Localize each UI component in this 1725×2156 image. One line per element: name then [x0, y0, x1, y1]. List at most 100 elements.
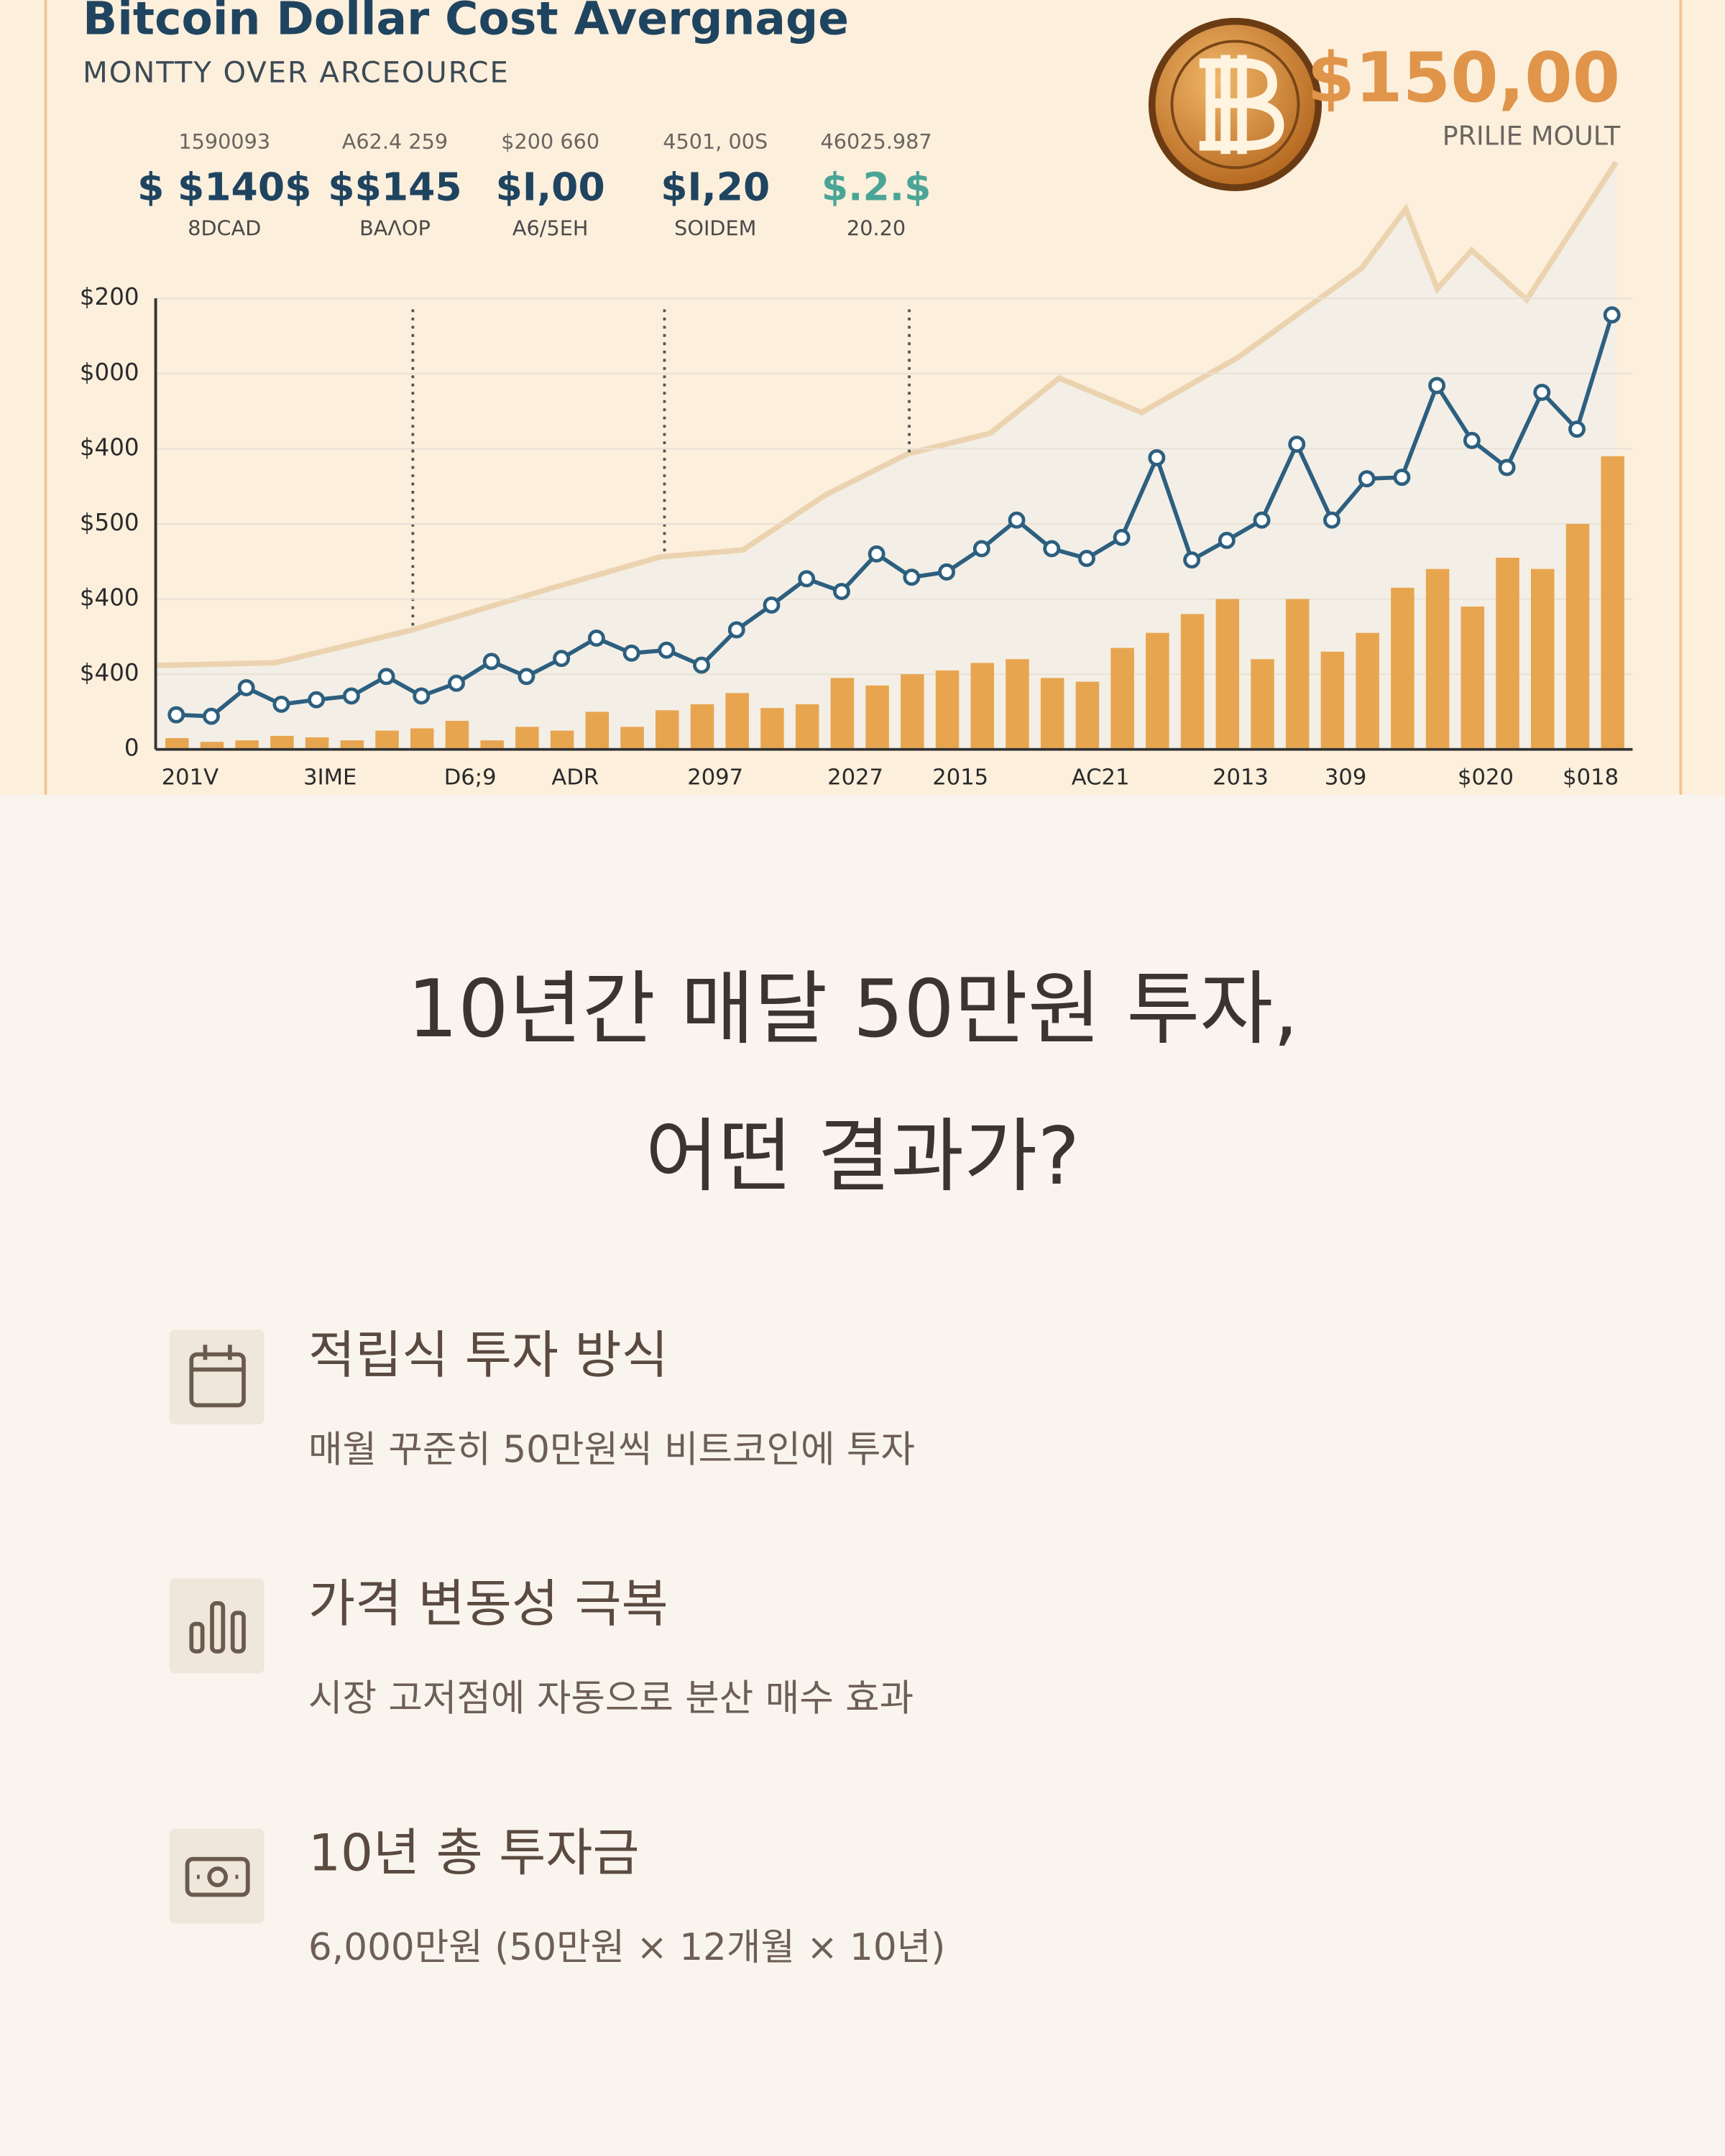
- line-point: [1183, 551, 1201, 569]
- x-tick-label: 2097: [687, 765, 743, 790]
- line-point: [1358, 470, 1376, 488]
- x-tick-label: D6;9: [444, 765, 497, 790]
- bar: [1356, 632, 1379, 750]
- line-point: [658, 641, 676, 659]
- hero-title: Bitcoin Dollar Cost Avergnage: [83, 0, 849, 45]
- stat-sub: SOIDEM: [674, 216, 756, 241]
- line-point: [377, 668, 395, 686]
- bar: [656, 710, 679, 750]
- item-title: 가격 변동성 극복: [308, 1574, 668, 1634]
- x-tick-label: 201V: [162, 765, 218, 790]
- line-point: [1218, 532, 1236, 549]
- bar: [760, 708, 784, 750]
- y-tick-label: $400: [80, 659, 139, 686]
- line-point: [727, 621, 745, 639]
- line-point: [938, 563, 956, 581]
- line-point: [1393, 469, 1411, 487]
- x-tick-label: 2013: [1213, 765, 1269, 790]
- line-point: [1428, 377, 1446, 395]
- item-description: 시장 고저점에 자동으로 분산 매수 효과: [308, 1677, 914, 1720]
- line-point: [693, 656, 711, 674]
- bar: [445, 720, 469, 750]
- bar: [550, 730, 574, 750]
- bar: [1460, 607, 1485, 750]
- x-tick-label: 2015: [932, 765, 988, 790]
- bar: [165, 738, 189, 750]
- line-point: [798, 570, 816, 588]
- line-point: [1008, 511, 1026, 529]
- stat-value: $$145: [328, 165, 461, 210]
- stat-value: $ $140$: [137, 165, 311, 210]
- x-tick-label: 309: [1325, 765, 1366, 790]
- icon-box: [169, 1828, 264, 1924]
- line-point: [1077, 550, 1095, 568]
- bar: [585, 711, 610, 750]
- x-tick-label: $020: [1458, 765, 1514, 790]
- area-background: [155, 162, 1616, 750]
- x-tick-label: AC21: [1072, 765, 1130, 790]
- bar: [1040, 678, 1064, 750]
- bar: [1425, 568, 1450, 750]
- x-tick-label: ADR: [551, 765, 599, 790]
- icon-box: [169, 1578, 264, 1674]
- bar: [515, 727, 539, 750]
- line-point: [763, 596, 781, 614]
- line-point: [1148, 448, 1166, 466]
- bar: [865, 685, 889, 750]
- item-title: 10년 총 투자금: [308, 1823, 640, 1882]
- line-point: [342, 687, 360, 705]
- stat-top: $200 660: [501, 129, 599, 154]
- calendar-icon: [189, 1345, 246, 1408]
- bar: [1496, 558, 1519, 750]
- stat-sub: A6/5EH: [512, 216, 588, 241]
- bar: [375, 730, 399, 750]
- line-point: [587, 629, 605, 647]
- chart-icon: [189, 1600, 246, 1654]
- line-point: [413, 687, 431, 705]
- line-point: [1323, 511, 1340, 529]
- item-description: 6,000만원 (50만원 × 12개월 × 10년): [308, 1926, 945, 1969]
- line-point: [1463, 431, 1481, 449]
- hero-price: $150,00: [1307, 37, 1621, 118]
- bar: [1180, 614, 1205, 750]
- bar: [725, 693, 749, 750]
- bar: [1006, 659, 1029, 750]
- line-point: [1603, 306, 1621, 324]
- line-point: [553, 650, 571, 668]
- line-point: [518, 668, 535, 686]
- bar: [935, 670, 960, 750]
- line-point: [1253, 511, 1271, 529]
- line-point: [203, 707, 220, 725]
- bar: [270, 735, 294, 750]
- stat-top: 4501, 00S: [663, 129, 768, 154]
- area-outline: [155, 160, 1619, 668]
- line-point: [1043, 540, 1061, 558]
- line-point: [1113, 528, 1131, 546]
- y-tick-label: $500: [80, 509, 139, 536]
- line-point: [448, 674, 465, 692]
- guide-lines: [411, 309, 911, 626]
- bar: [970, 663, 995, 750]
- bar: [901, 674, 924, 750]
- bar: [795, 704, 819, 750]
- bar: [1530, 568, 1555, 750]
- hero-price-label: PRILIE MOULT: [1443, 120, 1621, 151]
- bar: [1110, 648, 1134, 750]
- line-point: [832, 583, 850, 601]
- bar: [235, 740, 259, 750]
- hero-subtitle: MONTTY OVER ARCEOURCE: [83, 56, 510, 89]
- bar: [1601, 456, 1624, 750]
- bar: [340, 740, 364, 750]
- bar: [200, 742, 224, 750]
- bar: [1251, 659, 1274, 750]
- line-point: [868, 545, 886, 563]
- x-tick-label: $018: [1563, 765, 1619, 790]
- bar: [1320, 651, 1345, 750]
- line-point: [622, 644, 640, 662]
- bar: [1215, 599, 1240, 750]
- icon-box: [169, 1330, 264, 1425]
- bar: [830, 678, 855, 750]
- bar: [690, 704, 714, 750]
